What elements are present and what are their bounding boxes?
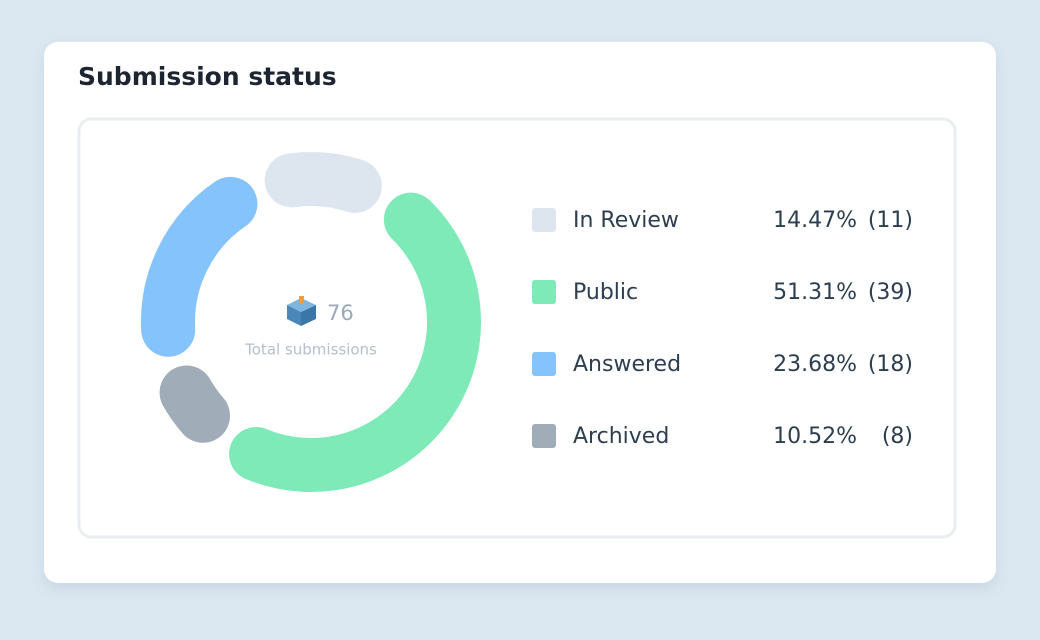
legend-label: In Review xyxy=(573,208,679,233)
legend-swatch xyxy=(532,280,556,304)
total-value: 76 xyxy=(327,301,354,325)
total-label: Total submissions xyxy=(244,341,377,359)
legend-label: Answered xyxy=(573,352,681,377)
legend-label: Public xyxy=(573,280,638,305)
box-icon xyxy=(287,296,316,326)
legend-percent: 10.52% xyxy=(773,424,857,449)
legend-count: (8) xyxy=(882,424,913,449)
legend-swatch xyxy=(532,352,556,376)
legend-percent: 14.47% xyxy=(773,208,857,233)
legend-swatch xyxy=(532,424,556,448)
legend-percent: 23.68% xyxy=(773,352,857,377)
legend-count: (39) xyxy=(868,280,913,305)
donut-segment xyxy=(264,152,382,213)
donut-segment xyxy=(229,192,481,492)
legend-label: Archived xyxy=(573,424,669,449)
donut-segment xyxy=(159,365,231,443)
legend-count: (18) xyxy=(868,352,913,377)
legend-swatch xyxy=(532,208,556,232)
card-title: Submission status xyxy=(78,62,337,91)
legend-count: (11) xyxy=(868,208,913,233)
chart-box xyxy=(77,117,957,539)
donut-segment xyxy=(141,176,258,357)
legend-percent: 51.31% xyxy=(773,280,857,305)
